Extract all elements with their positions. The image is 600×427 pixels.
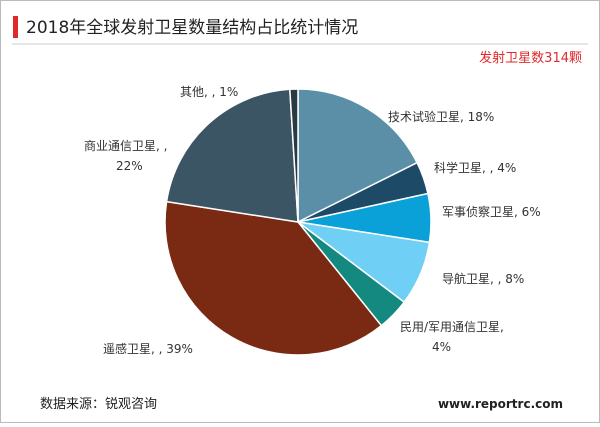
pie-slice: [165, 88, 299, 223]
pie-slice: [164, 200, 383, 356]
slice-label: 民用/军用通信卫星, 4%: [400, 320, 504, 354]
chart-title: 2018年全球发射卫星数量结构占比统计情况: [26, 18, 358, 38]
slice-label: 导航卫星, , 8%: [442, 271, 524, 286]
slice-label: 科学卫星, , 4%: [434, 160, 516, 175]
slice-label: 商业通信卫星, , 22%: [84, 138, 167, 173]
pie-slice: [289, 88, 299, 223]
source: 数据来源：锐观咨询: [40, 397, 157, 412]
slice-label: 其他, , 1%: [180, 85, 238, 99]
slice-label: 遥感卫星, , 39%: [103, 341, 193, 356]
slice-label: 技术试验卫星, 18%: [388, 109, 494, 124]
subtitle: 发射卫星数314颗: [479, 50, 582, 66]
website: www.reportrc.com: [438, 397, 563, 411]
pie-slice: [297, 88, 419, 224]
slice-label: 军事侦察卫星, 6%: [442, 205, 541, 219]
title-bar: [13, 16, 18, 38]
